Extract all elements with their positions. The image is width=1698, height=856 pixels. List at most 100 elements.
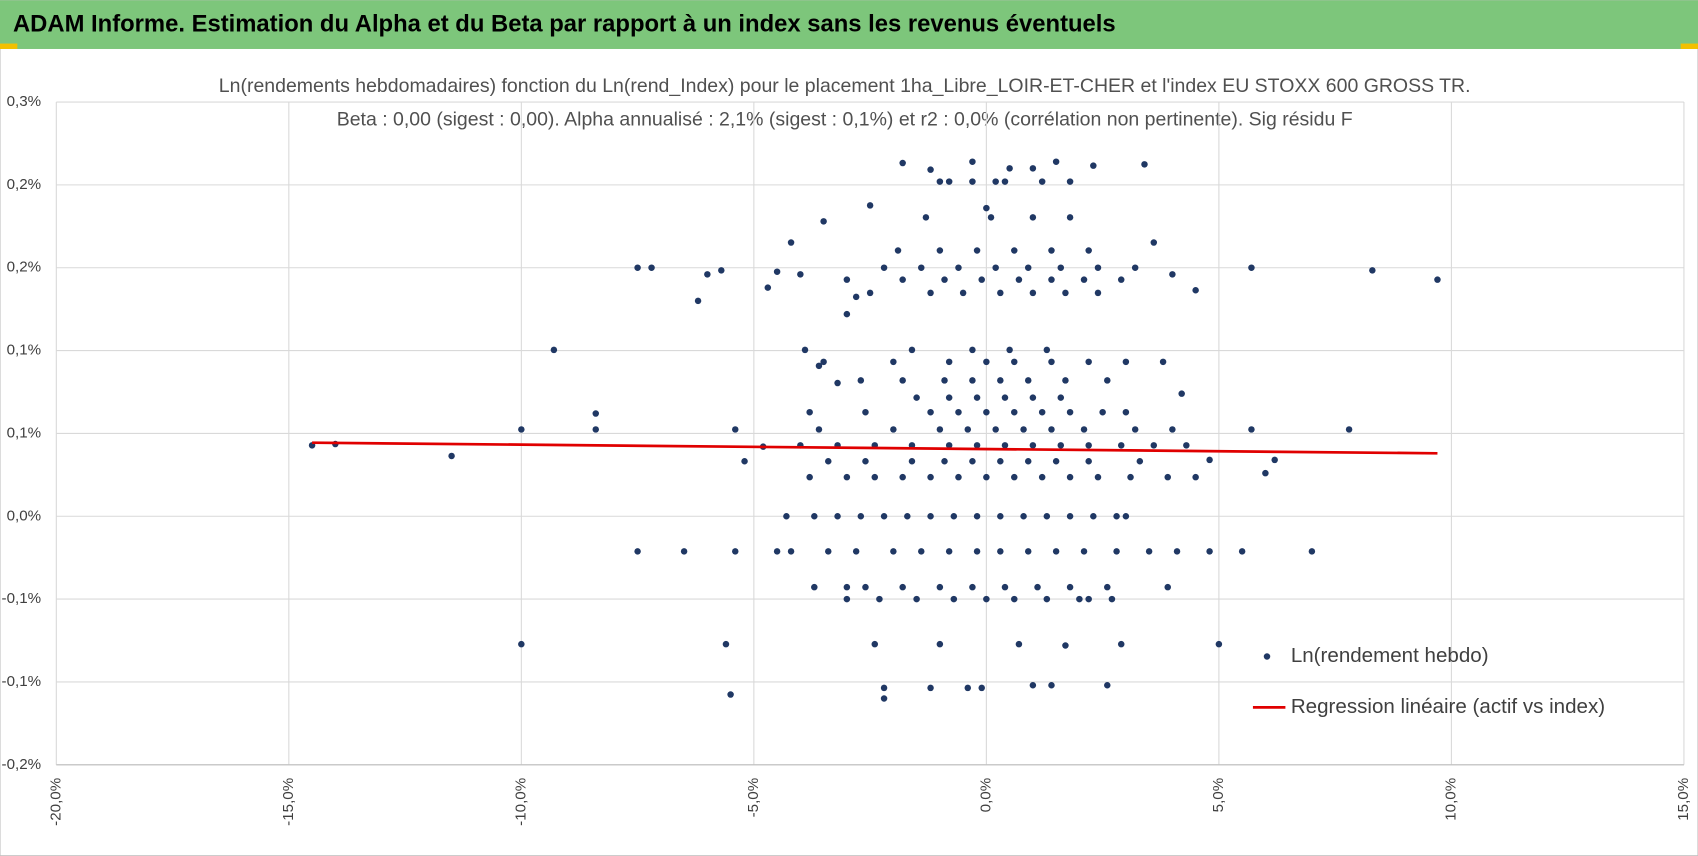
point [857,377,865,384]
point [1029,394,1037,401]
point [1001,394,1009,401]
point [1262,469,1269,477]
point [1131,264,1139,271]
point [992,426,999,433]
point [936,583,944,591]
point [927,684,934,692]
point [1345,426,1353,433]
point [1029,682,1037,689]
point [764,284,772,291]
point [1006,165,1013,172]
point [880,513,888,520]
point [973,513,981,520]
point [1052,548,1060,555]
point [834,513,841,520]
point [1011,473,1018,481]
point [815,362,823,370]
point [1090,513,1097,520]
point [787,548,795,555]
point [1006,346,1013,354]
point [880,695,888,702]
point [592,410,599,417]
point [899,276,906,283]
point [913,394,920,401]
legend: Ln(rendement hebdo) Regression linéaire (… [1252,644,1605,718]
point [908,442,916,449]
point [843,310,851,318]
point [773,548,781,555]
point [871,640,879,648]
point [1215,640,1223,648]
point [857,513,865,520]
y-tick-label: 0,2% [7,176,42,193]
point [843,583,851,591]
point [936,640,944,648]
point [927,473,934,481]
y-tick-label: 0,3% [7,93,42,110]
point [880,264,888,271]
point [1029,165,1037,172]
point [1057,442,1065,449]
point [899,159,906,167]
point [722,640,730,648]
point [1164,583,1171,591]
point [1048,426,1055,433]
point [969,346,976,354]
point [936,178,944,185]
point [634,548,641,555]
point [1141,161,1148,168]
point [997,458,1004,465]
point [983,408,990,416]
point [1043,346,1051,354]
point [1090,162,1097,169]
point [904,513,911,520]
point [997,548,1004,555]
point [1015,276,1023,283]
point [1192,473,1199,481]
point [1062,642,1069,649]
point [945,178,953,185]
point [1038,178,1046,185]
point [820,358,827,366]
point [1104,682,1111,689]
point [1169,271,1176,278]
point [843,473,851,481]
point [1024,548,1032,555]
point [1080,426,1088,433]
point [1001,442,1009,449]
point [1192,287,1199,294]
legend-label: Ln(rendement hebdo) [1291,644,1489,667]
point [1206,456,1213,464]
point [969,458,976,465]
point [1057,264,1065,271]
point [806,408,813,416]
point [448,452,455,460]
point [1183,442,1190,449]
point [834,379,841,387]
point [811,583,818,591]
point [899,583,906,591]
point [1052,458,1060,465]
point [1113,513,1120,520]
point [1308,548,1316,555]
point [1238,548,1246,555]
point [973,442,981,449]
point [922,214,930,221]
point [1117,276,1125,283]
chart-subtitle: Beta : 0,00 (sigest : 0,00). Alpha annua… [337,109,1353,131]
point [680,548,688,555]
regression-line [312,441,1438,455]
point [973,247,981,254]
header-bar [0,0,1698,49]
point [913,595,920,603]
point [1150,239,1158,246]
grid: -0,2% -0,1% -0,1% 0,0% 0,1% 0,1% 0,2% 0,2% 0,3% -… [2,93,1692,826]
point [820,218,827,225]
point [1043,595,1051,603]
point [978,684,985,692]
point [941,458,948,465]
point [1085,442,1092,449]
point [1434,276,1441,283]
point [997,377,1004,384]
